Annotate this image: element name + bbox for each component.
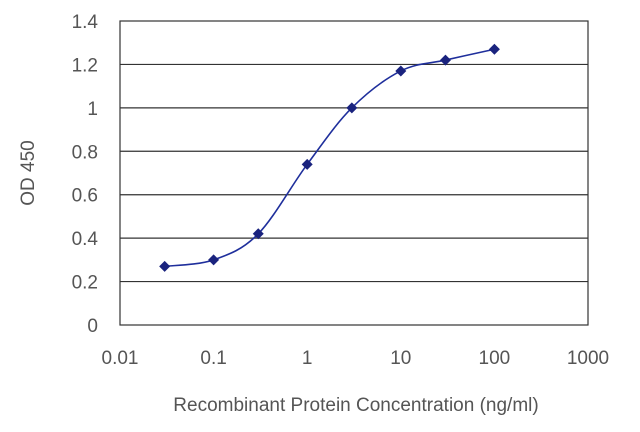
x-tick-label: 1 xyxy=(302,348,313,369)
grid-layer xyxy=(120,63,588,283)
x-tick-label: 10 xyxy=(390,348,411,369)
data-point xyxy=(395,65,407,77)
y-axis-title: OD 450 xyxy=(18,140,39,205)
data-point xyxy=(208,254,220,266)
x-tick-label: 0.01 xyxy=(102,348,139,369)
data-point xyxy=(301,158,313,170)
y-tick-label: 0.6 xyxy=(72,186,98,207)
x-tick-label: 100 xyxy=(479,348,511,369)
y-tick-label: 0.8 xyxy=(72,142,98,163)
x-axis-title: Recombinant Protein Concentration (ng/ml… xyxy=(173,395,538,416)
y-tick-label: 0 xyxy=(87,316,98,337)
data-point xyxy=(346,102,358,114)
y-tick-label: 0.4 xyxy=(72,229,99,250)
data-point xyxy=(439,54,451,66)
x-tick-labels: 0.01 0.1 1 10 100 1000 xyxy=(102,348,610,369)
y-tick-labels: 0 0.2 0.4 0.6 0.8 1 1.2 1.4 xyxy=(72,12,99,337)
y-tick-label: 1 xyxy=(87,99,98,120)
plot-frame xyxy=(119,20,589,326)
series-line xyxy=(164,48,495,268)
marker-layer xyxy=(159,43,500,272)
data-point xyxy=(488,43,500,55)
data-point xyxy=(252,228,264,240)
y-tick-label: 1.4 xyxy=(72,12,99,33)
x-tick-label: 1000 xyxy=(567,348,609,369)
y-tick-label: 1.2 xyxy=(72,55,98,76)
x-tick-label: 0.1 xyxy=(200,348,226,369)
y-tick-label: 0.2 xyxy=(72,273,98,294)
data-point xyxy=(159,260,171,272)
